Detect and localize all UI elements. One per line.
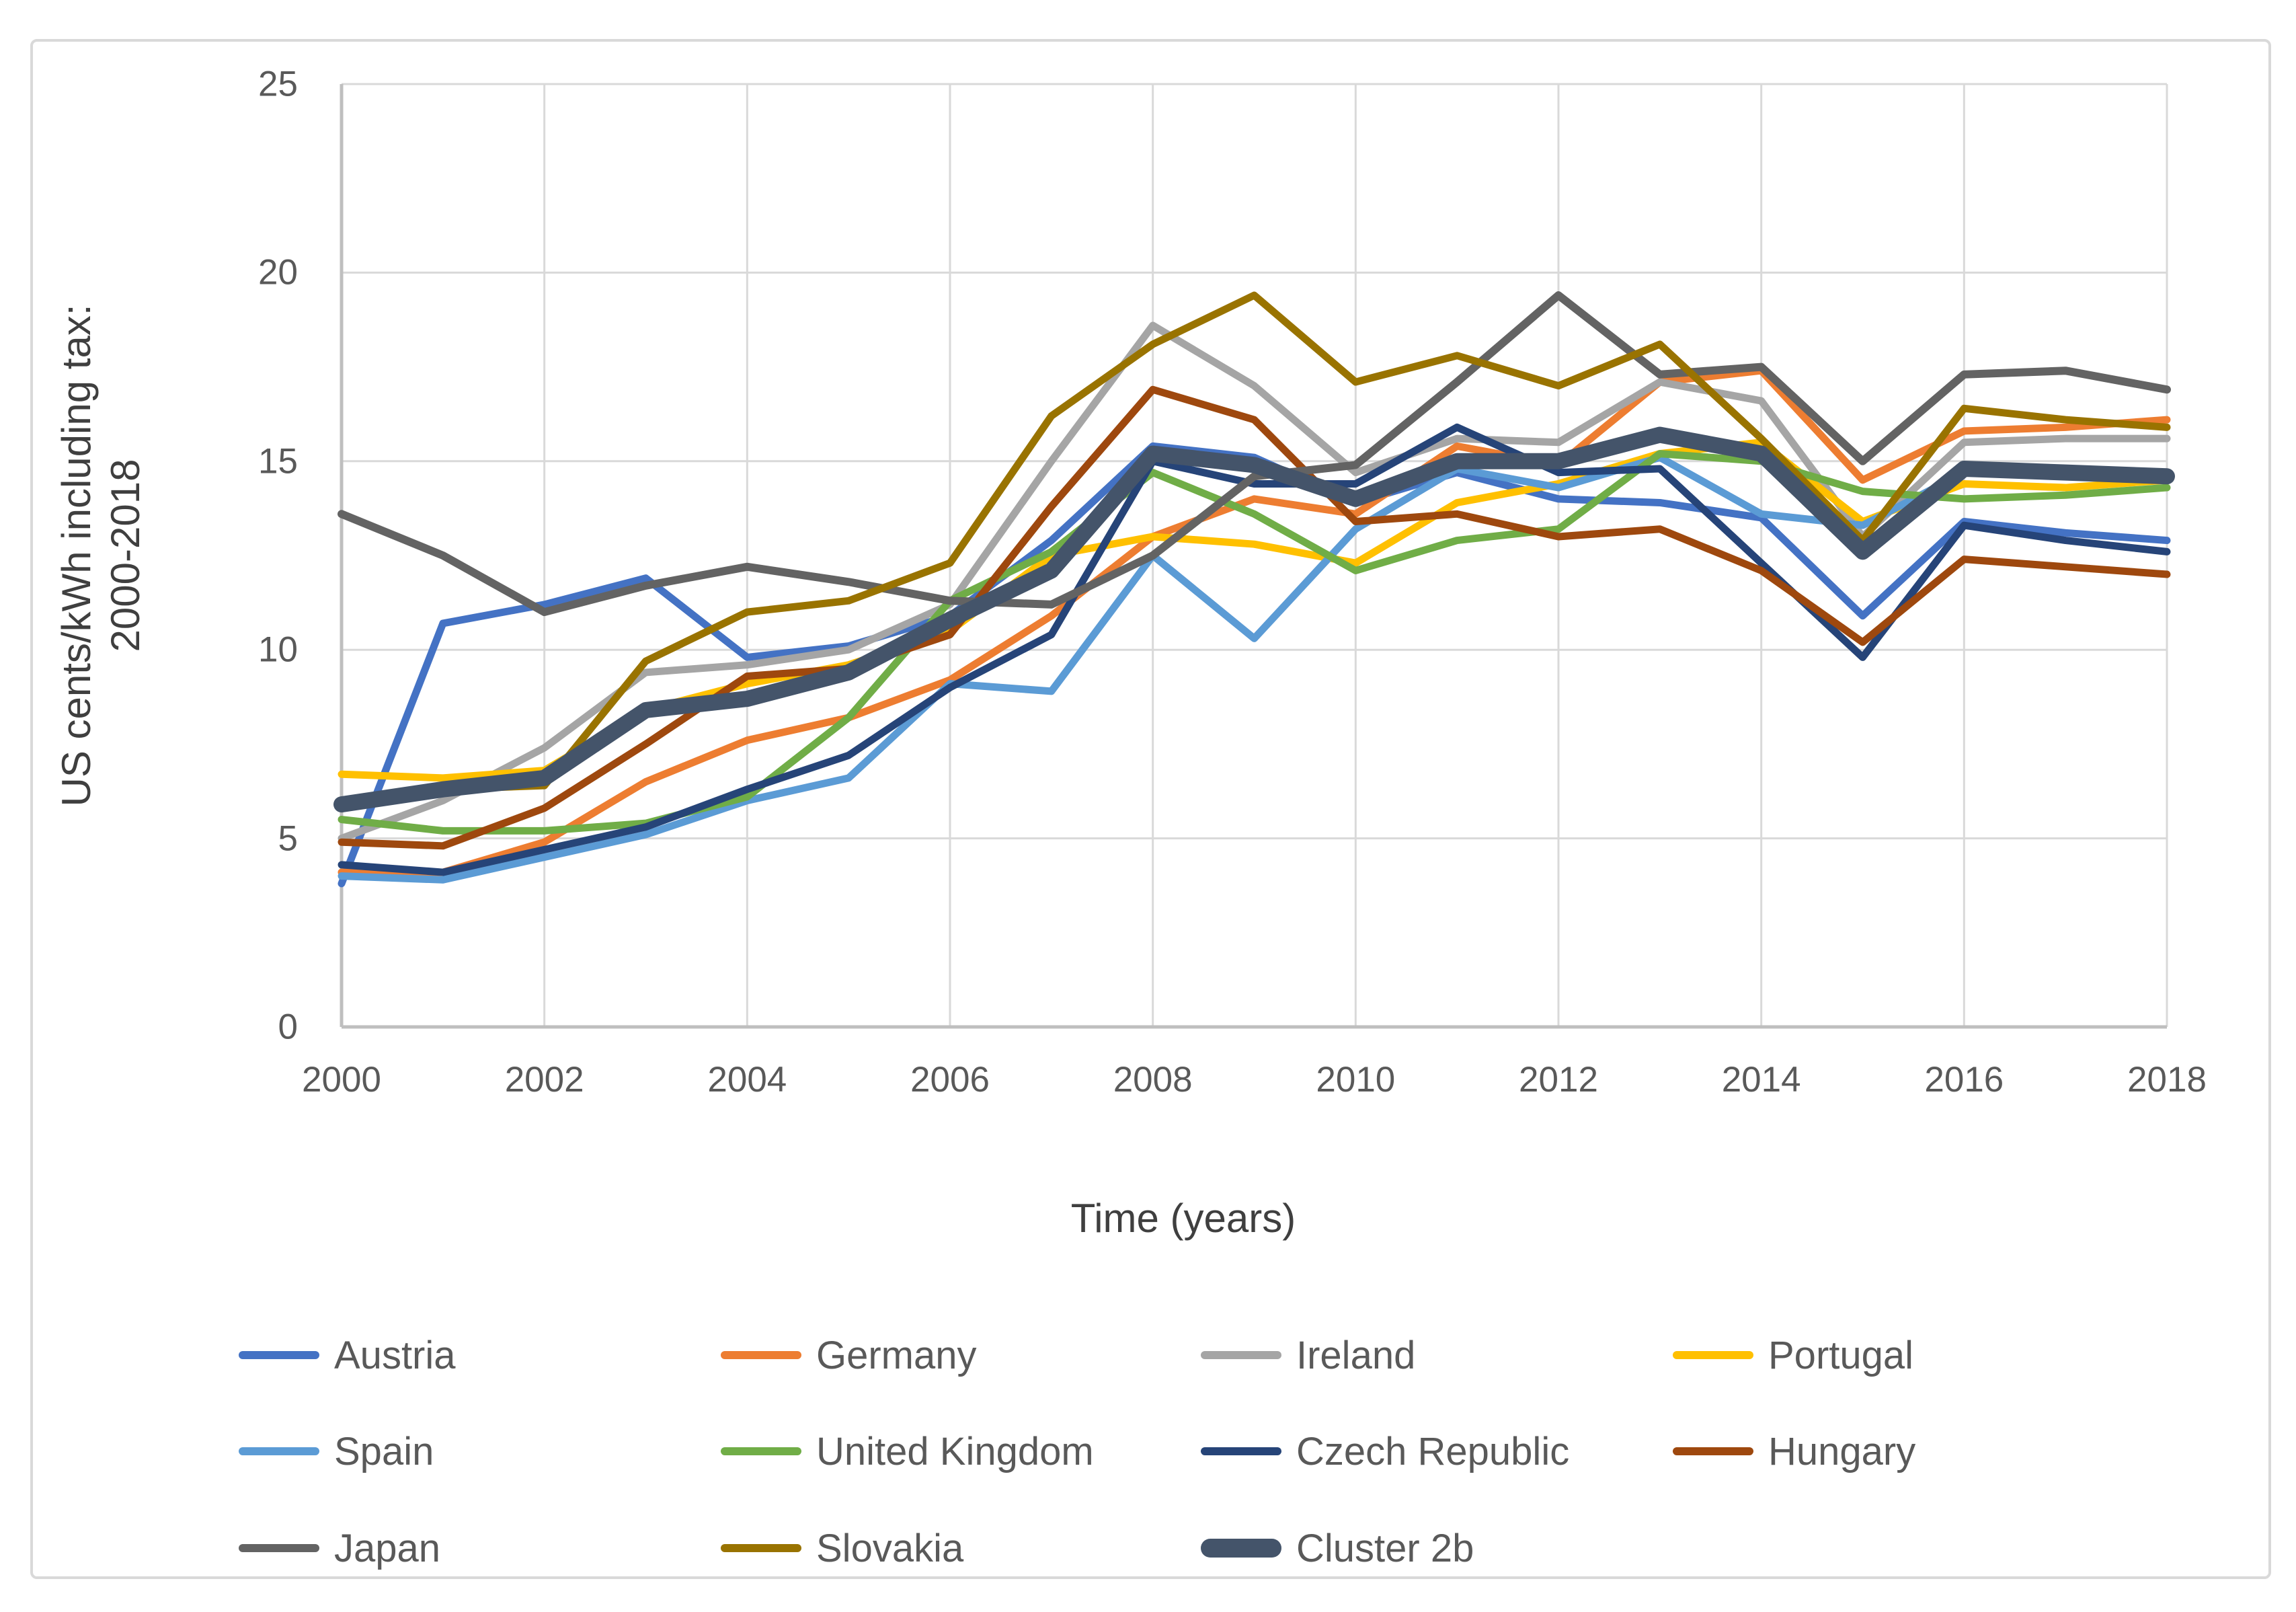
x-tick-label-2018: 2018 [2127, 1060, 2207, 1100]
x-tick-label-2010: 2010 [1316, 1060, 1396, 1100]
series-line-hungary [338, 385, 2171, 850]
y-tick-label-20: 20 [258, 252, 298, 293]
series-line-germany [338, 367, 2171, 876]
x-tick-label-2016: 2016 [1924, 1060, 2004, 1100]
y-tick-label-15: 15 [258, 441, 298, 482]
series-line-cluster-2b [333, 426, 2175, 813]
y-tick-label-25: 25 [258, 64, 298, 104]
x-axis-title: Time (years) [1070, 1196, 1296, 1241]
x-tick-label-2002: 2002 [504, 1060, 584, 1100]
x-tick-label-2000: 2000 [302, 1060, 381, 1100]
x-tick-label-2008: 2008 [1113, 1060, 1193, 1100]
x-tick-label-2006: 2006 [910, 1060, 990, 1100]
series-line-slovakia [338, 291, 2171, 808]
y-tick-label-0: 0 [278, 1007, 298, 1047]
y-tick-label-10: 10 [258, 629, 298, 670]
x-tick-label-2012: 2012 [1519, 1060, 1598, 1100]
figure-border [30, 39, 2271, 1579]
x-tick-label-2014: 2014 [1721, 1060, 1801, 1100]
x-tick-label-2004: 2004 [707, 1060, 787, 1100]
series-line-czech-republic [338, 423, 2171, 876]
y-tick-label-5: 5 [278, 818, 298, 859]
series-line-spain [338, 453, 2171, 884]
series-line-japan [338, 291, 2171, 617]
